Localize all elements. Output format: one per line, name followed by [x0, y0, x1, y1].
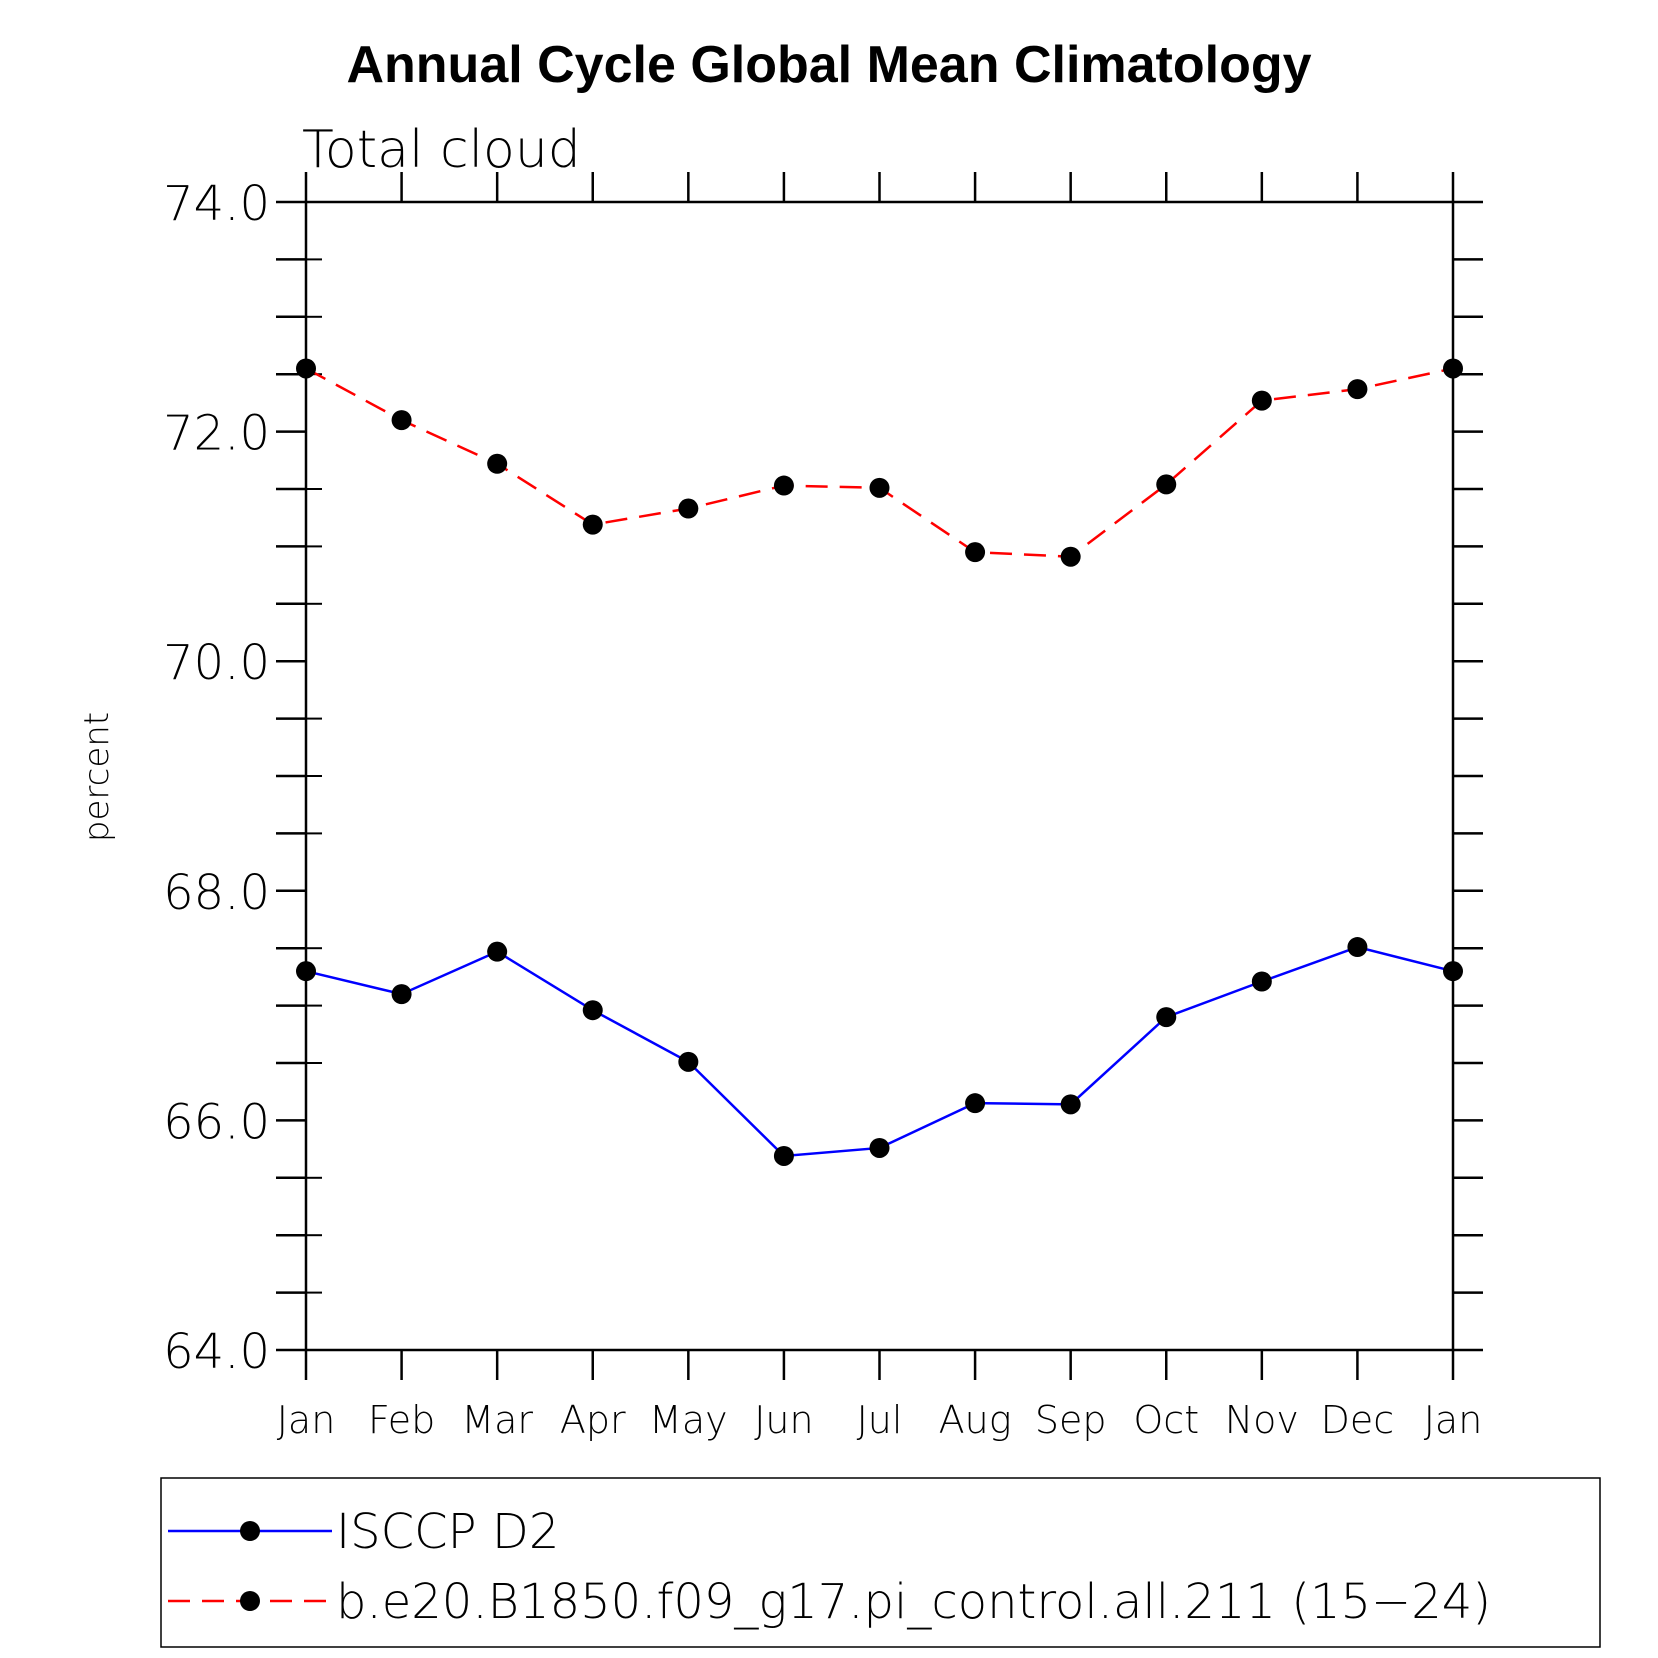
y-tick-label: 70.0 — [163, 635, 270, 691]
data-point — [582, 514, 603, 535]
axes-frame — [304, 200, 1455, 1352]
x-tick-label: Jan — [1424, 1398, 1483, 1442]
data-point — [296, 358, 316, 379]
series-line-1 — [305, 367, 1454, 559]
legend: ISCCP D2 b.e20.B1850.f09_g17.pi_control.… — [160, 1477, 1601, 1648]
data-point — [773, 475, 794, 496]
data-point — [965, 542, 986, 563]
data-point — [1060, 546, 1081, 567]
plot-frame — [304, 200, 1455, 1352]
y-tick-label: 68.0 — [163, 865, 270, 921]
data-point — [1443, 961, 1463, 982]
x-tick-label: May — [649, 1398, 728, 1442]
x-tick-label: Oct — [1133, 1398, 1199, 1442]
legend-marker-model — [240, 1591, 260, 1611]
data-point — [678, 498, 699, 519]
data-point — [1347, 937, 1368, 958]
data-point — [1060, 1094, 1081, 1115]
legend-label-isccp: ISCCP D2 — [336, 1504, 559, 1560]
data-point — [869, 477, 890, 498]
x-tick-label: Nov — [1225, 1398, 1299, 1442]
legend-label-model: b.e20.B1850.f09_g17.pi_control.all.211 (… — [336, 1574, 1491, 1630]
data-point — [678, 1051, 699, 1072]
data-point — [487, 941, 508, 962]
data-point — [1251, 390, 1272, 411]
y-tick-label: 64.0 — [163, 1324, 270, 1380]
data-point — [391, 984, 412, 1005]
x-tick-label: Mar — [461, 1398, 533, 1442]
chart-subtitle: Total cloud — [302, 120, 581, 180]
data-point — [296, 961, 316, 982]
x-tick-label: Jul — [857, 1398, 903, 1442]
x-axis: Jan Feb Mar Apr May Jun Jul Aug Sep Oct Nov Dec Jan — [277, 172, 1483, 1442]
data-point — [1156, 474, 1177, 495]
y-tick-label: 72.0 — [163, 406, 270, 462]
data-point — [582, 1000, 603, 1021]
data-point — [869, 1137, 890, 1158]
data-point — [391, 410, 412, 431]
plot-series — [296, 358, 1463, 1166]
x-tick-label: Feb — [368, 1398, 435, 1442]
y-axis: 64.0 66.0 68.0 70.0 72.0 74.0 — [163, 176, 1483, 1380]
data-point — [1347, 379, 1368, 400]
data-point — [773, 1145, 794, 1166]
y-tick-label: 66.0 — [163, 1094, 270, 1150]
data-point — [1251, 971, 1272, 992]
data-point — [1156, 1007, 1177, 1028]
data-point — [965, 1093, 986, 1114]
x-tick-label: Jun — [754, 1398, 813, 1442]
chart-title: Annual Cycle Global Mean Climatology — [346, 36, 1311, 94]
legend-box — [160, 1477, 1601, 1648]
x-tick-label: Sep — [1035, 1398, 1107, 1442]
x-tick-label: Jan — [277, 1398, 336, 1442]
x-tick-label: Apr — [560, 1398, 626, 1442]
legend-marker-isccp — [240, 1521, 260, 1541]
x-tick-label: Dec — [1321, 1398, 1395, 1442]
x-tick-label: Aug — [939, 1398, 1012, 1442]
y-axis-label: percent — [77, 712, 117, 842]
series-line-0 — [305, 945, 1454, 1158]
data-point — [487, 453, 508, 474]
y-tick-label: 74.0 — [163, 176, 270, 232]
data-point — [1443, 358, 1463, 379]
